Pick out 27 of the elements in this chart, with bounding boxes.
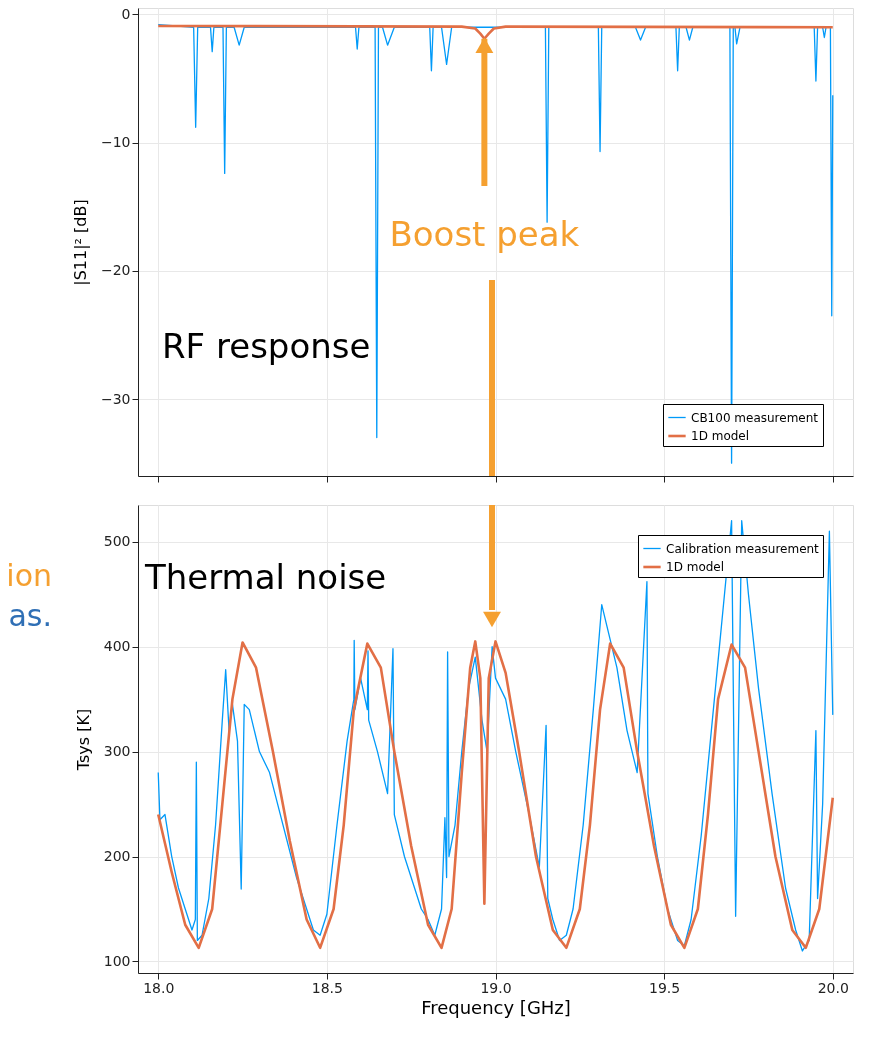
annotation: RF response [162,326,371,366]
x-tick-label: 20.0 [817,979,849,996]
y-axis-title: |S11|² [dB] [70,199,90,286]
x-axis-title: Frequency [GHz] [421,996,571,1018]
x-tick-label: 19.0 [480,979,512,996]
text: ion [6,558,52,593]
y-tick-label: 0 [121,5,131,22]
text: as. [8,598,52,633]
y-tick-label: 200 [103,848,131,865]
y-axis-title: Tsys [K] [73,708,93,772]
y-tick-label: −10 [100,134,131,151]
legend-label: CB100 measurement [691,410,819,425]
line-series [156,640,835,950]
legend-label: Calibration measurement [666,541,820,556]
y-tick-label: −30 [100,390,131,407]
y-tick-label: 400 [103,638,131,655]
annotation: Boost peak [389,214,580,254]
y-tick-label: 100 [103,952,131,969]
y-tick-label: 300 [103,743,131,760]
y-tick-label: 500 [103,533,131,550]
x-tick-label: 18.5 [311,979,343,996]
legend-label: 1D model [691,429,750,443]
x-tick-label: 19.5 [649,979,681,996]
annotation: Thermal noise [144,557,387,597]
legend-label: 1D model [666,560,725,574]
y-tick-label: −20 [100,262,131,279]
x-tick-label: 18.0 [143,979,175,996]
